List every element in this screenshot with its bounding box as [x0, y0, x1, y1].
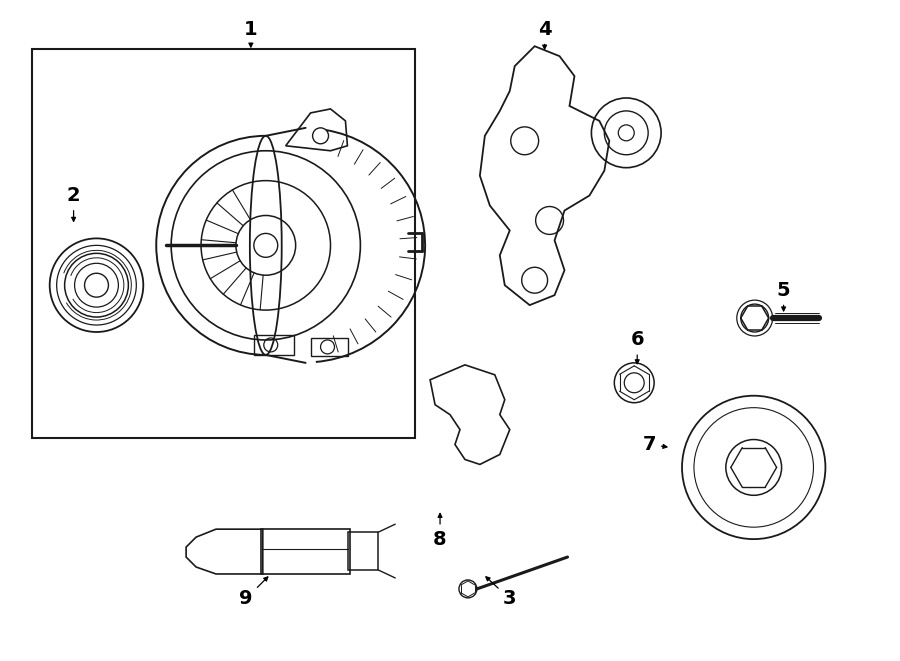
Bar [261, 529, 350, 574]
Text: 7: 7 [643, 435, 667, 454]
Text: 5: 5 [777, 281, 790, 311]
Text: 4: 4 [538, 20, 552, 49]
Bar [310, 338, 348, 356]
Text: 9: 9 [239, 577, 268, 608]
Bar [32, 49, 415, 438]
Bar [254, 335, 293, 355]
Bar [348, 532, 378, 570]
Text: 8: 8 [433, 514, 447, 549]
Text: 1: 1 [244, 20, 257, 47]
Text: 3: 3 [486, 577, 517, 608]
Text: 2: 2 [67, 186, 80, 221]
Text: 6: 6 [630, 330, 644, 364]
